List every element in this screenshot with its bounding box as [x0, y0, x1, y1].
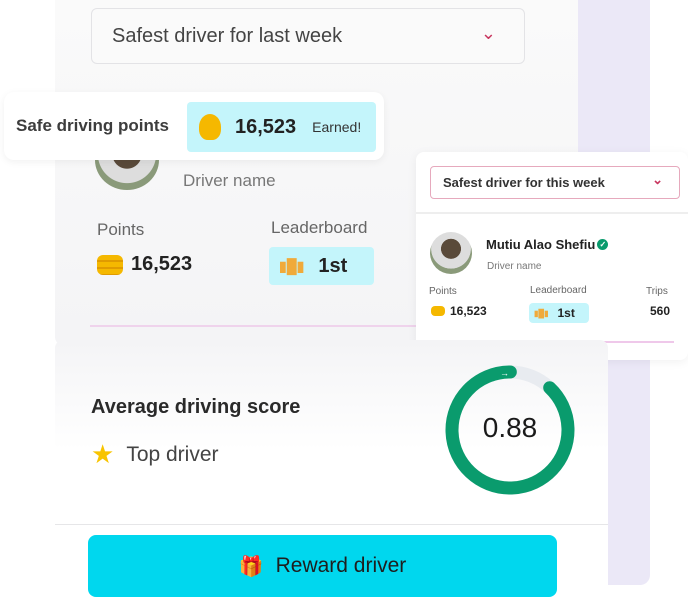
- score-title: Average driving score: [91, 396, 301, 418]
- reward-driver-button[interactable]: 🎁 Reward driver: [88, 535, 557, 597]
- weekly-driver-card: Safest driver for this week ⌄ Mutiu Alao …: [416, 152, 688, 360]
- points-label: Points: [429, 286, 457, 297]
- arrow-right-icon: →: [500, 368, 509, 378]
- leaderboard-value: 1st: [318, 254, 348, 277]
- divider: [90, 325, 420, 327]
- coin-icon: [199, 114, 221, 140]
- driver-name-label: Driver name: [487, 261, 542, 272]
- driver-avatar: [430, 232, 472, 274]
- score-ring: →: [445, 365, 575, 495]
- leaderboard-label: Leaderboard: [271, 218, 368, 237]
- pill-points: 16,523: [235, 115, 297, 138]
- safe-driving-points-pill: Safe driving points 16,523 Earned!: [4, 92, 384, 160]
- leaderboard-label: Leaderboard: [530, 285, 587, 296]
- score-value: 0.88: [482, 412, 538, 443]
- points-value: 16,523: [97, 253, 192, 276]
- dropdown-value: Safest driver for this week: [443, 175, 605, 190]
- divider: [55, 524, 608, 525]
- week-dropdown[interactable]: Safest driver for last week ⌄: [91, 8, 525, 64]
- earned-status: Earned!: [312, 119, 362, 135]
- dropdown-value: Safest driver for last week: [112, 24, 343, 47]
- coins-icon: [97, 254, 123, 275]
- pill-label: Safe driving points: [16, 116, 170, 135]
- verified-icon: ✓: [597, 239, 609, 250]
- podium-icon: ▮█▮: [279, 257, 305, 274]
- top-driver-label: Top driver: [126, 442, 219, 466]
- points-label: Points: [97, 220, 145, 239]
- star-icon: ★: [91, 439, 115, 469]
- trips-label: Trips: [646, 286, 668, 297]
- trips-value: 560: [650, 304, 671, 318]
- this-week-dropdown[interactable]: Safest driver for this week ⌄: [430, 166, 680, 199]
- chevron-down-icon: ⌄: [652, 172, 663, 187]
- coins-icon: [431, 306, 445, 316]
- leaderboard-badge: ▮█▮ 1st: [269, 247, 374, 285]
- leaderboard-badge: ▮█▮ 1st: [529, 303, 589, 323]
- leaderboard-value: 1st: [557, 306, 575, 320]
- ring-progress: [445, 365, 575, 495]
- points-earned-badge: 16,523 Earned!: [187, 102, 376, 152]
- points-value: 16,523: [450, 304, 487, 318]
- divider: [416, 212, 688, 214]
- reward-label: Reward driver: [275, 554, 407, 577]
- driver-name: Mutiu Alao Shefiu: [486, 237, 596, 252]
- podium-icon: ▮█▮: [534, 308, 549, 318]
- driver-name-label: Driver name: [183, 171, 276, 190]
- points-number: 16,523: [131, 253, 193, 275]
- gift-icon: 🎁: [238, 555, 264, 578]
- chevron-down-icon: ⌄: [480, 23, 496, 43]
